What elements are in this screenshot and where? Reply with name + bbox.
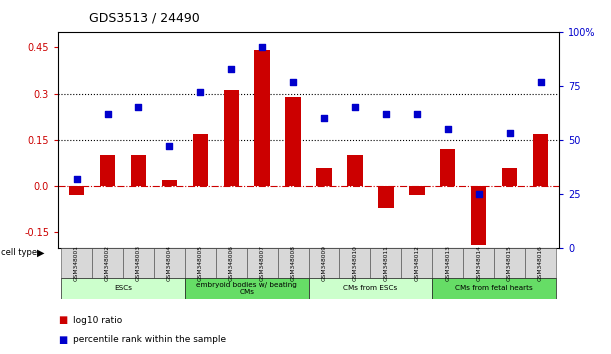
Bar xyxy=(224,91,239,186)
Bar xyxy=(409,186,425,195)
Text: GSM348016: GSM348016 xyxy=(538,245,543,281)
Text: CMs from ESCs: CMs from ESCs xyxy=(343,285,398,291)
Text: GSM348015: GSM348015 xyxy=(507,245,512,281)
Bar xyxy=(463,248,494,278)
Text: cell type: cell type xyxy=(1,248,37,257)
Text: ■: ■ xyxy=(58,335,67,345)
Bar xyxy=(432,248,463,278)
Bar xyxy=(378,186,393,208)
Bar xyxy=(494,248,525,278)
Point xyxy=(257,44,267,50)
Point xyxy=(443,126,453,132)
Text: CMs from fetal hearts: CMs from fetal hearts xyxy=(455,285,533,291)
Point xyxy=(71,176,81,182)
Point xyxy=(226,66,236,72)
Text: ▶: ▶ xyxy=(37,248,44,258)
Bar xyxy=(254,50,270,186)
Bar xyxy=(100,155,115,186)
Bar xyxy=(309,278,432,299)
Bar xyxy=(185,278,309,299)
Text: GSM348014: GSM348014 xyxy=(476,245,481,281)
Point xyxy=(505,131,514,136)
Point xyxy=(288,79,298,84)
Bar xyxy=(61,248,92,278)
Bar xyxy=(277,248,309,278)
Bar xyxy=(502,167,518,186)
Bar xyxy=(432,278,556,299)
Text: GSM348005: GSM348005 xyxy=(198,245,203,281)
Bar xyxy=(525,248,556,278)
Bar xyxy=(131,155,146,186)
Text: GSM348012: GSM348012 xyxy=(414,245,419,281)
Text: GSM348004: GSM348004 xyxy=(167,245,172,281)
Point xyxy=(134,104,144,110)
Point xyxy=(196,90,205,95)
Text: GSM348007: GSM348007 xyxy=(260,245,265,281)
Text: GSM348001: GSM348001 xyxy=(74,245,79,281)
Bar xyxy=(162,180,177,186)
Text: GSM348003: GSM348003 xyxy=(136,245,141,281)
Point xyxy=(381,111,391,117)
Bar xyxy=(61,278,185,299)
Text: GSM348009: GSM348009 xyxy=(321,245,326,281)
Point xyxy=(412,111,422,117)
Text: ESCs: ESCs xyxy=(114,285,132,291)
Text: GSM348010: GSM348010 xyxy=(353,245,357,281)
Bar xyxy=(185,248,216,278)
Bar xyxy=(370,248,401,278)
Text: GSM348013: GSM348013 xyxy=(445,245,450,281)
Bar xyxy=(69,186,84,195)
Bar xyxy=(316,167,332,186)
Bar xyxy=(247,248,277,278)
Bar xyxy=(92,248,123,278)
Bar xyxy=(192,134,208,186)
Bar xyxy=(154,248,185,278)
Text: GSM348002: GSM348002 xyxy=(105,245,110,281)
Bar xyxy=(123,248,154,278)
Text: log10 ratio: log10 ratio xyxy=(73,316,123,325)
Bar xyxy=(216,248,247,278)
Point xyxy=(474,191,483,197)
Point xyxy=(319,115,329,121)
Text: ■: ■ xyxy=(58,315,67,325)
Point xyxy=(350,104,360,110)
Bar xyxy=(340,248,370,278)
Text: embryoid bodies w/ beating
CMs: embryoid bodies w/ beating CMs xyxy=(196,282,297,295)
Bar xyxy=(347,155,363,186)
Text: GSM348008: GSM348008 xyxy=(291,245,296,281)
Text: GDS3513 / 24490: GDS3513 / 24490 xyxy=(89,12,199,25)
Text: GSM348006: GSM348006 xyxy=(229,245,234,281)
Bar xyxy=(471,186,486,245)
Bar xyxy=(533,134,548,186)
Bar xyxy=(440,149,455,186)
Bar xyxy=(285,97,301,186)
Point xyxy=(536,79,546,84)
Bar xyxy=(309,248,340,278)
Text: percentile rank within the sample: percentile rank within the sample xyxy=(73,335,227,344)
Bar xyxy=(401,248,432,278)
Point xyxy=(164,143,174,149)
Point xyxy=(103,111,112,117)
Text: GSM348011: GSM348011 xyxy=(383,245,389,281)
